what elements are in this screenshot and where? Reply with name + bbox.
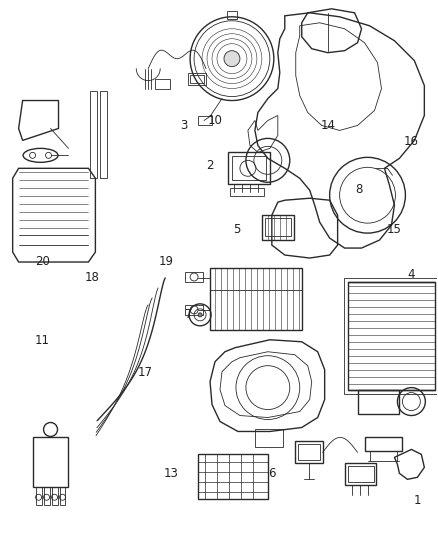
Bar [345, 463, 377, 486]
Text: 2: 2 [207, 159, 214, 172]
Bar [348, 466, 374, 482]
Text: 20: 20 [35, 255, 49, 268]
Text: 14: 14 [321, 119, 336, 132]
Bar [188, 72, 206, 85]
Bar [155, 78, 170, 88]
Bar [198, 117, 212, 125]
Circle shape [198, 313, 202, 317]
Text: 1: 1 [414, 494, 421, 507]
Bar [343, 278, 438, 393]
Text: 19: 19 [159, 255, 174, 268]
Bar [32, 438, 68, 487]
Bar [185, 305, 203, 315]
Bar [298, 445, 320, 461]
Bar [262, 215, 294, 240]
Bar [198, 455, 268, 499]
Text: 18: 18 [85, 271, 100, 284]
Bar [232, 156, 266, 180]
Bar [100, 91, 107, 178]
Text: 5: 5 [233, 223, 240, 236]
Bar [348, 282, 435, 390]
Text: 16: 16 [403, 135, 419, 148]
Bar [210, 268, 302, 330]
Bar [60, 487, 66, 505]
Bar [230, 188, 264, 196]
Bar [255, 430, 283, 447]
Text: 8: 8 [355, 183, 362, 196]
Text: 7: 7 [185, 308, 192, 321]
Text: 3: 3 [180, 119, 188, 132]
Bar [295, 441, 323, 463]
Bar [35, 487, 42, 505]
Circle shape [224, 51, 240, 67]
Bar [357, 390, 399, 414]
Text: 17: 17 [137, 366, 152, 379]
Bar [52, 487, 57, 505]
Text: 15: 15 [386, 223, 401, 236]
Bar [43, 487, 49, 505]
Bar [228, 152, 270, 184]
Bar [190, 75, 204, 83]
Text: 6: 6 [268, 467, 275, 480]
Bar [265, 218, 291, 236]
Bar [185, 272, 203, 282]
Bar [90, 91, 97, 178]
Bar [364, 438, 403, 451]
Text: 13: 13 [163, 467, 178, 480]
Text: 11: 11 [35, 334, 49, 348]
Text: 10: 10 [207, 114, 222, 127]
Bar [227, 11, 237, 19]
Text: 4: 4 [407, 268, 415, 281]
